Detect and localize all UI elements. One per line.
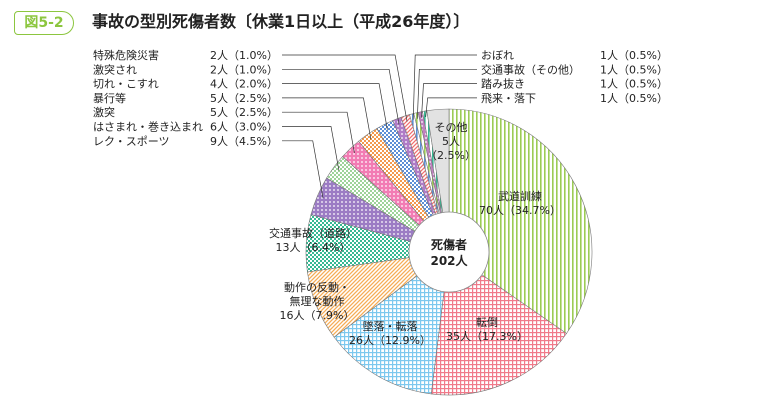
legend-name: 飛来・落下 (481, 92, 536, 105)
legend-name: 踏み抜き (481, 77, 525, 91)
pie-slice (448, 108, 593, 334)
leader-line (425, 97, 477, 118)
leader-line (412, 54, 477, 120)
legend-name: はさまれ・巻き込まれ (93, 121, 203, 134)
donut-hole (408, 211, 490, 293)
legend-value: 2人（1.0%） (210, 49, 278, 62)
slice-label: 交通事故（道路） (269, 226, 357, 240)
legend-value: 9人（4.5%） (210, 135, 278, 148)
legend-name: 激突 (93, 105, 115, 119)
leader-line (416, 68, 477, 119)
leader-line (282, 111, 355, 153)
legend-value: 2人（1.0%） (210, 63, 278, 76)
legend-value: 1人（0.5%） (600, 78, 668, 91)
legend-value: 5人（2.5%） (210, 106, 278, 119)
legend-value: 1人（0.5%） (600, 63, 668, 76)
legend-name: 暴行等 (93, 91, 126, 105)
center-label: 死傷者 (431, 237, 467, 252)
legend-value: 1人（0.5%） (600, 92, 668, 105)
leader-line (282, 140, 324, 199)
leader-line (282, 68, 400, 125)
slice-label: その他 (435, 121, 468, 134)
slice-label: 70人（34.7%） (479, 204, 561, 217)
leader-line (282, 83, 388, 130)
pie-slice (333, 251, 450, 395)
leader-line (282, 126, 340, 171)
legend-value: 4人（2.0%） (210, 78, 278, 91)
legend-name: 切れ・こすれ (93, 78, 159, 91)
legend-name: レク・スポーツ (93, 135, 170, 148)
slice-label: 転倒 (476, 316, 498, 329)
figure-label: 図5-2 (14, 11, 74, 35)
legend-name: 特殊危険災害 (93, 48, 159, 62)
slice-label: 5人 (442, 135, 460, 148)
leader-line (282, 97, 372, 140)
slice-label: 35人（17.3%） (446, 330, 528, 343)
leader-line (282, 54, 408, 122)
legend-name: おぼれ (481, 49, 514, 62)
slice-label: 16人（7.9%） (280, 309, 355, 322)
center-total: 202人 (430, 253, 468, 268)
legend-name: 激突され (93, 62, 137, 76)
slice-label: 動作の反動・ (284, 280, 350, 294)
legend-value: 5人（2.5%） (210, 92, 278, 105)
legend-name: 交通事故（その他） (481, 62, 580, 76)
leader-line (421, 83, 477, 118)
slice-label: 26人（12.9%） (349, 334, 431, 347)
slice-label: 無理な動作 (290, 294, 345, 308)
chart-title: 事故の型別死傷者数〔休業1日以上（平成26年度）〕 (92, 12, 470, 31)
slice-label: 武道訓練 (498, 189, 542, 203)
slice-label: （2.5%） (426, 149, 476, 162)
slice-label: 13人（6.4%） (276, 241, 351, 254)
slice-label: 墜落・転落 (363, 319, 418, 333)
legend-value: 1人（0.5%） (600, 49, 668, 62)
legend-value: 6人（3.0%） (210, 121, 278, 134)
